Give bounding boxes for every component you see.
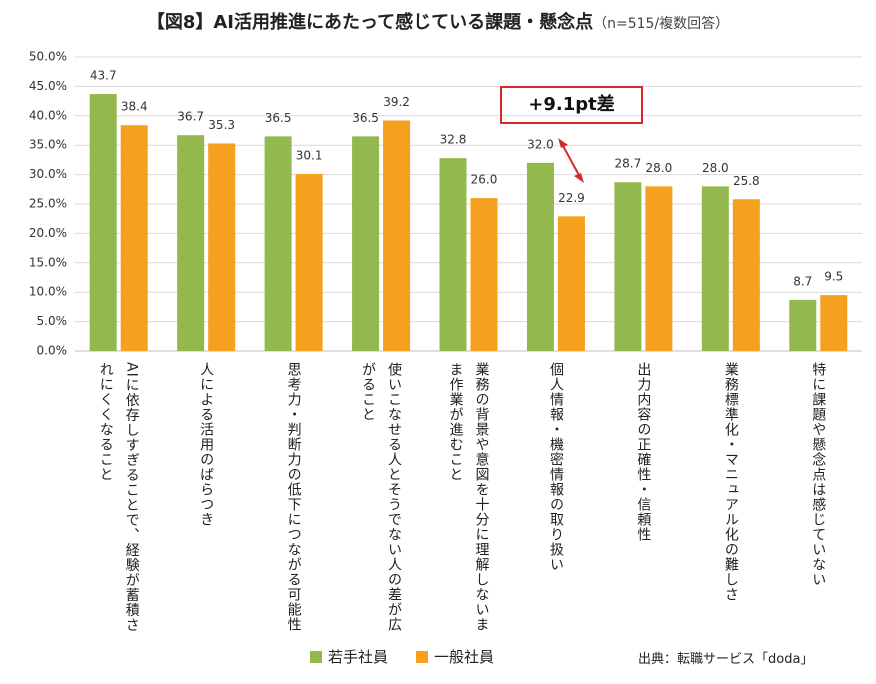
value-label: 36.7 bbox=[177, 110, 204, 124]
y-tick-label: 5.0% bbox=[37, 314, 68, 328]
bar bbox=[439, 158, 467, 351]
value-label: 32.8 bbox=[440, 133, 467, 147]
bar bbox=[789, 299, 817, 351]
bar bbox=[295, 174, 323, 351]
value-label: 36.5 bbox=[265, 111, 292, 125]
y-tick-label: 40.0% bbox=[29, 108, 67, 122]
value-label: 28.7 bbox=[615, 157, 642, 171]
y-tick-label: 25.0% bbox=[29, 197, 67, 211]
value-label: 8.7 bbox=[793, 274, 812, 288]
x-tick-label: 人による活用のばらつき bbox=[198, 362, 215, 527]
y-tick-label: 30.0% bbox=[29, 167, 67, 181]
bar bbox=[470, 198, 498, 351]
value-label: 28.0 bbox=[646, 161, 673, 175]
bar bbox=[732, 199, 760, 351]
legend-label: 若手社員 bbox=[328, 648, 389, 666]
title-block: 【図8】AI活用推進にあたって感じている課題・懸念点（n=515/複数回答） bbox=[0, 8, 876, 34]
value-label: 22.9 bbox=[558, 191, 585, 205]
y-tick-label: 35.0% bbox=[29, 138, 67, 152]
value-label: 32.0 bbox=[527, 137, 554, 151]
bar bbox=[264, 136, 292, 351]
x-tick-label: 思考力・判断力の低下につながる可能性 bbox=[285, 362, 302, 632]
y-tick-label: 20.0% bbox=[29, 226, 67, 240]
value-label: 28.0 bbox=[702, 161, 729, 175]
y-tick-label: 10.0% bbox=[29, 285, 67, 299]
legend-item: 若手社員 bbox=[310, 646, 388, 667]
value-label: 43.7 bbox=[90, 69, 117, 83]
x-tick-label: 使いこなせる人とそうでない人の差が広がること bbox=[360, 362, 403, 632]
value-label: 39.2 bbox=[383, 95, 410, 109]
value-label: 30.1 bbox=[296, 149, 323, 163]
x-tick-label: 特に課題や懸念点は感じていない bbox=[810, 362, 827, 587]
value-label: 25.8 bbox=[733, 174, 760, 188]
bar bbox=[383, 120, 411, 351]
bar bbox=[614, 182, 642, 351]
legend-swatch bbox=[310, 650, 322, 663]
bar bbox=[820, 295, 848, 351]
source: 出典：転職サービス「doda」 bbox=[638, 652, 814, 667]
value-label: 35.3 bbox=[208, 118, 235, 132]
legend-label: 一般社員 bbox=[434, 648, 495, 666]
annotation: +9.1pt差 bbox=[500, 86, 643, 124]
bar bbox=[120, 125, 148, 351]
bar bbox=[645, 186, 673, 351]
bar bbox=[89, 94, 117, 351]
x-tick-label: 個人情報・機密情報の取り扱い bbox=[547, 362, 564, 572]
y-tick-label: 45.0% bbox=[29, 79, 67, 93]
legend-item: 一般社員 bbox=[416, 646, 494, 667]
value-label: 26.0 bbox=[471, 173, 498, 187]
bar bbox=[208, 143, 236, 351]
legend: 若手社員 一般社員 bbox=[310, 646, 494, 667]
bar bbox=[557, 216, 585, 351]
bar bbox=[701, 186, 729, 351]
x-tick-label: AIに依存しすぎることで、経験が蓄積されにくくなること bbox=[97, 362, 140, 633]
x-tick-label: 出力内容の正確性・信頼性 bbox=[635, 362, 652, 542]
chart-title: 【図8】AI活用推進にあたって感じている課題・懸念点 bbox=[146, 12, 594, 33]
x-tick-label: 業務標準化・マニュアル化の難しさ bbox=[722, 362, 739, 602]
value-label: 38.4 bbox=[121, 100, 148, 114]
y-tick-label: 0.0% bbox=[37, 344, 68, 358]
bar bbox=[526, 162, 554, 351]
y-tick-label: 15.0% bbox=[29, 255, 67, 269]
bar bbox=[352, 136, 380, 351]
value-label: 36.5 bbox=[352, 111, 379, 125]
value-label: 9.5 bbox=[824, 270, 843, 284]
legend-swatch bbox=[416, 650, 429, 663]
chart-subtitle: （n=515/複数回答） bbox=[593, 16, 730, 32]
x-tick-label: 業務の背景や意図を十分に理解しないまま作業が進むこと bbox=[447, 362, 490, 632]
bar bbox=[177, 135, 205, 351]
y-tick-label: 50.0% bbox=[29, 50, 67, 64]
